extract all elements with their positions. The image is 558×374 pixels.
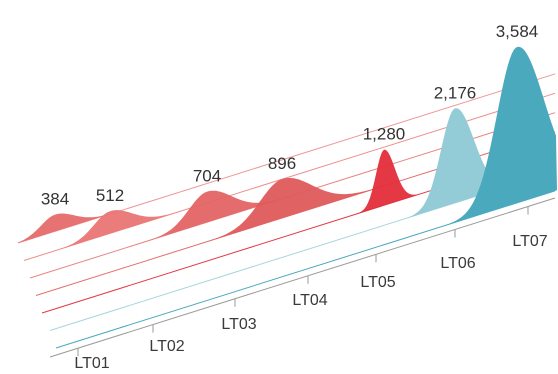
value-label-lt05: 1,280 [363, 125, 406, 144]
value-label-lt06: 2,176 [434, 83, 477, 102]
value-label-lt03: 704 [193, 167, 221, 186]
value-label-lt07: 3,584 [496, 22, 539, 41]
value-label-lt04: 896 [268, 154, 296, 173]
ridge-series [18, 46, 557, 348]
ridge-lt04 [36, 131, 557, 296]
value-labels: 384 512 704 896 1,280 2,176 3,584 [41, 22, 538, 209]
ridge-lt07 [56, 46, 557, 348]
x-tick-label-lt04: LT04 [292, 292, 327, 309]
value-label-lt02: 512 [96, 186, 124, 205]
x-tick-label-lt07: LT07 [512, 233, 547, 250]
x-tick-labels: LT01 LT02 LT03 LT04 LT05 LT06 LT07 [74, 233, 547, 372]
x-tick-label-lt02: LT02 [149, 338, 184, 355]
value-label-lt01: 384 [41, 190, 69, 209]
ridge-lt02 [24, 92, 557, 261]
x-axis [49, 197, 556, 358]
x-tick-label-lt05: LT05 [360, 274, 395, 291]
x-tick-label-lt06: LT06 [440, 255, 475, 272]
x-tick-label-lt01: LT01 [74, 355, 109, 372]
x-axis-line [49, 197, 556, 358]
x-tick-label-lt03: LT03 [221, 316, 256, 333]
ridge-lt01 [18, 73, 557, 243]
